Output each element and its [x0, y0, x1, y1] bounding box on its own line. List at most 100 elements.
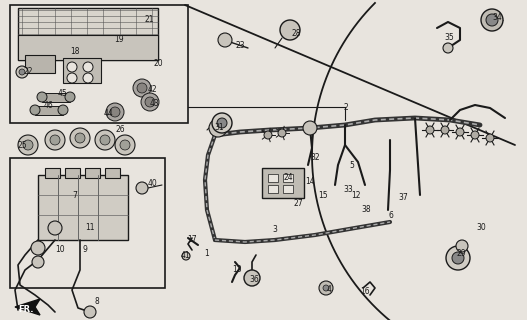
Circle shape	[120, 140, 130, 150]
Circle shape	[83, 73, 93, 83]
Text: FR.: FR.	[18, 305, 34, 314]
Circle shape	[83, 62, 93, 72]
Text: 16: 16	[360, 286, 370, 295]
Circle shape	[212, 113, 232, 133]
Circle shape	[18, 135, 38, 155]
Circle shape	[446, 246, 470, 270]
Text: 34: 34	[492, 13, 502, 22]
Text: 35: 35	[444, 33, 454, 42]
Circle shape	[481, 9, 503, 31]
Text: 29: 29	[456, 250, 466, 259]
Circle shape	[244, 270, 260, 286]
Text: 40: 40	[147, 179, 157, 188]
Circle shape	[141, 93, 159, 111]
Bar	[283, 174, 293, 182]
Text: 2: 2	[344, 102, 348, 111]
Circle shape	[456, 240, 468, 252]
Text: 20: 20	[153, 59, 163, 68]
Bar	[268, 174, 278, 182]
Circle shape	[110, 107, 120, 117]
Text: 12: 12	[352, 191, 361, 201]
Bar	[283, 185, 293, 193]
Circle shape	[319, 281, 333, 295]
Text: 41: 41	[180, 251, 190, 260]
Text: 7: 7	[73, 191, 77, 201]
Text: 32: 32	[310, 153, 320, 162]
Circle shape	[136, 182, 148, 194]
Text: 45: 45	[58, 89, 68, 98]
Circle shape	[486, 14, 498, 26]
Circle shape	[84, 306, 96, 318]
Text: 33: 33	[343, 186, 353, 195]
Bar	[10, 5, 188, 123]
Text: 30: 30	[476, 223, 486, 233]
Circle shape	[45, 130, 65, 150]
Text: 1: 1	[204, 249, 209, 258]
Bar	[45, 168, 60, 178]
Text: 44: 44	[103, 108, 113, 117]
Text: 43: 43	[150, 100, 160, 108]
Text: 22: 22	[23, 68, 33, 76]
Circle shape	[145, 97, 155, 107]
Bar	[18, 8, 158, 60]
Circle shape	[67, 73, 77, 83]
Bar	[38, 175, 128, 240]
Circle shape	[95, 130, 115, 150]
Circle shape	[486, 134, 494, 142]
Circle shape	[23, 140, 33, 150]
Bar	[18, 35, 158, 60]
Circle shape	[106, 103, 124, 121]
Text: 4: 4	[327, 284, 331, 293]
Circle shape	[65, 92, 75, 102]
Text: 24: 24	[283, 173, 293, 182]
Text: 3: 3	[272, 226, 277, 235]
Text: 26: 26	[115, 125, 125, 134]
Text: 17: 17	[187, 236, 197, 244]
Circle shape	[30, 105, 40, 115]
Circle shape	[32, 256, 44, 268]
Circle shape	[443, 43, 453, 53]
Circle shape	[58, 105, 68, 115]
Circle shape	[471, 131, 479, 139]
Polygon shape	[15, 299, 40, 315]
Circle shape	[441, 126, 449, 134]
Circle shape	[452, 252, 464, 264]
Text: 28: 28	[291, 28, 301, 37]
Text: 13: 13	[232, 266, 242, 275]
Circle shape	[31, 241, 45, 255]
Circle shape	[67, 62, 77, 72]
Circle shape	[137, 83, 147, 93]
Bar	[10, 158, 165, 288]
Text: 27: 27	[293, 198, 303, 207]
Circle shape	[218, 33, 232, 47]
Text: 38: 38	[361, 205, 371, 214]
Circle shape	[48, 221, 62, 235]
Circle shape	[264, 131, 272, 139]
Text: 46: 46	[44, 100, 54, 109]
Circle shape	[100, 135, 110, 145]
Circle shape	[456, 128, 464, 136]
Circle shape	[209, 119, 227, 137]
Bar	[63, 58, 101, 83]
Circle shape	[19, 69, 25, 75]
Circle shape	[50, 135, 60, 145]
Text: 8: 8	[95, 297, 100, 306]
Text: 42: 42	[147, 85, 157, 94]
Circle shape	[217, 118, 227, 128]
Circle shape	[303, 121, 317, 135]
Circle shape	[75, 133, 85, 143]
Circle shape	[16, 66, 28, 78]
Circle shape	[426, 126, 434, 134]
Bar	[42, 93, 70, 102]
Text: 31: 31	[214, 124, 224, 132]
Text: 5: 5	[349, 161, 355, 170]
Text: 36: 36	[249, 275, 259, 284]
Circle shape	[70, 128, 90, 148]
Circle shape	[182, 252, 190, 260]
Bar	[268, 185, 278, 193]
Text: 11: 11	[85, 223, 95, 233]
Circle shape	[280, 20, 300, 40]
Text: 19: 19	[114, 36, 124, 44]
Text: 18: 18	[70, 47, 80, 57]
Bar	[262, 168, 304, 198]
